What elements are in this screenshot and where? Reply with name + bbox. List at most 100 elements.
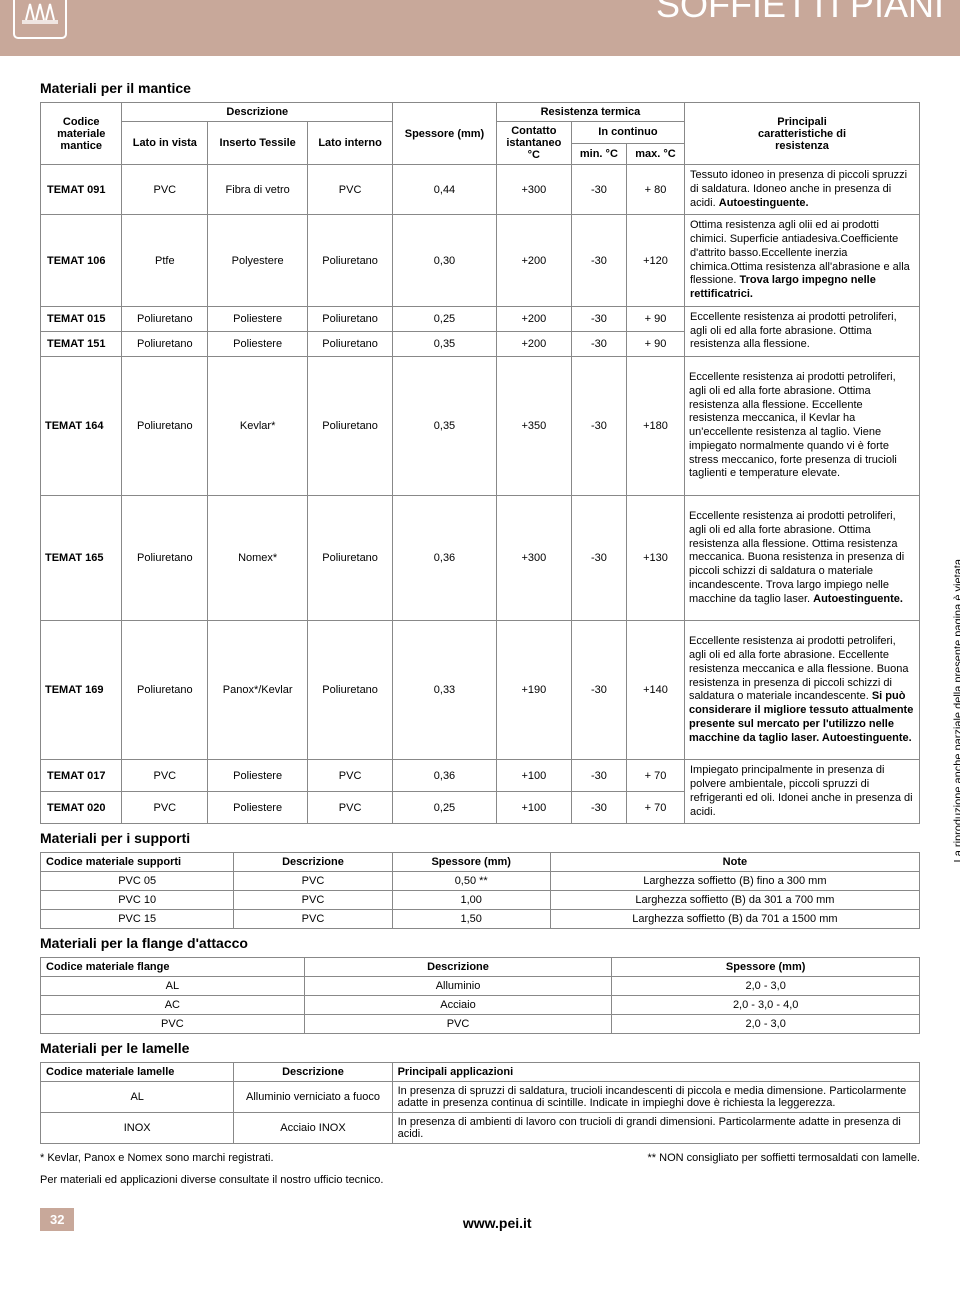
cell-code: TEMAT 020 [41, 792, 122, 824]
cell-code: TEMAT 106 [41, 215, 122, 307]
lamelle-title: Materiali per le lamelle [40, 1040, 920, 1056]
cell: Poliuretano [122, 331, 208, 356]
cell-code: TEMAT 151 [41, 331, 122, 356]
cell: Larghezza soffietto (B) da 301 a 700 mm [550, 891, 919, 910]
lamelle-h3: Principali applicazioni [392, 1063, 919, 1082]
cell: -30 [571, 496, 626, 621]
footnote-1: * Kevlar, Panox e Nomex sono marchi regi… [40, 1152, 274, 1164]
cell-code: TEMAT 091 [41, 165, 122, 215]
cell: + 90 [626, 306, 684, 331]
cell: 0,36 [393, 760, 497, 792]
cell: Poliestere [208, 306, 308, 331]
table-row: PVC 15PVC1,50Larghezza soffietto (B) da … [41, 910, 920, 929]
cell-desc: Eccellente resistenza ai prodotti petrol… [685, 306, 920, 356]
cell: AC [41, 996, 305, 1015]
table-row: TEMAT 165 Poliuretano Nomex* Poliuretano… [41, 496, 920, 621]
cell: INOX [41, 1113, 234, 1144]
cell: 0,50 ** [392, 872, 550, 891]
cell-desc: Impiegato principalmente in presenza di … [685, 760, 920, 824]
cell: Poliuretano [308, 357, 393, 496]
header-logo-icon [12, 0, 68, 45]
cell: Poliuretano [122, 306, 208, 331]
cell-desc: Eccellente resistenza ai prodotti petrol… [685, 621, 920, 760]
th-therm1: Contattoistantaneo°C [496, 122, 571, 165]
cell: +200 [496, 331, 571, 356]
th-sub1: Lato in vista [122, 122, 208, 165]
cell: -30 [571, 792, 626, 824]
cell: 2,0 - 3,0 [612, 1015, 920, 1034]
cell: Alluminio [304, 977, 612, 996]
flange-h3: Spessore (mm) [612, 958, 920, 977]
table-row: ALAlluminio verniciato a fuocoIn presenz… [41, 1082, 920, 1113]
th-desc: Descrizione [122, 103, 393, 122]
cell: Panox*/Kevlar [208, 621, 308, 760]
footnote-2: ** NON consigliato per soffietti termosa… [648, 1152, 920, 1164]
cell: PVC 10 [41, 891, 234, 910]
cell: 0,33 [393, 621, 497, 760]
cell: +120 [626, 215, 684, 307]
cell: 1,50 [392, 910, 550, 929]
cell: 2,0 - 3,0 [612, 977, 920, 996]
table-row: TEMAT 091 PVC Fibra di vetro PVC 0,44 +3… [41, 165, 920, 215]
cell: +190 [496, 621, 571, 760]
cell: Larghezza soffietto (B) da 701 a 1500 mm [550, 910, 919, 929]
table-row: INOXAcciaio INOXIn presenza di ambienti … [41, 1113, 920, 1144]
flange-h2: Descrizione [304, 958, 612, 977]
th-code: Codicematerialemantice [41, 103, 122, 165]
cell: PVC [122, 165, 208, 215]
cell: 0,25 [393, 792, 497, 824]
table-row: TEMAT 017 PVC Poliestere PVC 0,36 +100 -… [41, 760, 920, 792]
th-therm2: In continuo [571, 122, 684, 144]
table-row: PVCPVC2,0 - 3,0 [41, 1015, 920, 1034]
cell: +300 [496, 165, 571, 215]
cell: In presenza di ambienti di lavoro con tr… [392, 1113, 919, 1144]
cell: +200 [496, 306, 571, 331]
cell: +350 [496, 357, 571, 496]
th-char: Principalicaratteristiche diresistenza [685, 103, 920, 165]
cell-code: TEMAT 164 [41, 357, 122, 496]
cell: PVC 05 [41, 872, 234, 891]
cell: In presenza di spruzzi di saldatura, tru… [392, 1082, 919, 1113]
main-table: Codicematerialemantice Descrizione Spess… [40, 102, 920, 824]
cell-code: TEMAT 017 [41, 760, 122, 792]
cell: Poliestere [208, 760, 308, 792]
main-section-title: Materiali per il mantice [40, 80, 920, 96]
cell: -30 [571, 306, 626, 331]
cell: Acciaio INOX [234, 1113, 392, 1144]
supporti-table: Codice materiale supporti Descrizione Sp… [40, 852, 920, 929]
cell: Acciaio [304, 996, 612, 1015]
cell: 1,00 [392, 891, 550, 910]
cell: PVC [308, 760, 393, 792]
cell-code: TEMAT 165 [41, 496, 122, 621]
cell: PVC 15 [41, 910, 234, 929]
cell: -30 [571, 215, 626, 307]
cell: -30 [571, 165, 626, 215]
cell: 2,0 - 3,0 - 4,0 [612, 996, 920, 1015]
cell: -30 [571, 621, 626, 760]
cell: 0,25 [393, 306, 497, 331]
cell: AL [41, 977, 305, 996]
cell: PVC [122, 792, 208, 824]
cell-desc: Ottima resistenza agli olii ed ai prodot… [685, 215, 920, 307]
cell: 0,36 [393, 496, 497, 621]
cell: +140 [626, 621, 684, 760]
supporti-h3: Spessore (mm) [392, 853, 550, 872]
cell: Poliuretano [122, 496, 208, 621]
cell: Poliestere [208, 792, 308, 824]
flange-h1: Codice materiale flange [41, 958, 305, 977]
supporti-h2: Descrizione [234, 853, 392, 872]
cell: +180 [626, 357, 684, 496]
cell: Polyestere [208, 215, 308, 307]
cell: Fibra di vetro [208, 165, 308, 215]
cell-code: TEMAT 015 [41, 306, 122, 331]
supporti-h4: Note [550, 853, 919, 872]
supporti-title: Materiali per i supporti [40, 830, 920, 846]
table-row: TEMAT 106 Ptfe Polyestere Poliuretano 0,… [41, 215, 920, 307]
cell: -30 [571, 760, 626, 792]
table-row: PVC 10PVC1,00Larghezza soffietto (B) da … [41, 891, 920, 910]
cell: 0,35 [393, 357, 497, 496]
cell: + 80 [626, 165, 684, 215]
table-row: ACAcciaio2,0 - 3,0 - 4,0 [41, 996, 920, 1015]
cell: +100 [496, 760, 571, 792]
cell: PVC [122, 760, 208, 792]
